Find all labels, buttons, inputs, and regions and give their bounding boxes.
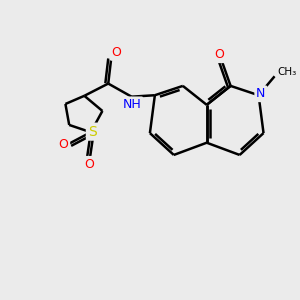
- Text: O: O: [214, 48, 224, 61]
- Text: O: O: [112, 46, 121, 59]
- Text: N: N: [256, 87, 266, 100]
- Text: CH₃: CH₃: [277, 67, 296, 77]
- Text: O: O: [58, 138, 68, 151]
- Text: O: O: [84, 158, 94, 171]
- Text: S: S: [88, 124, 97, 139]
- Text: NH: NH: [123, 98, 142, 111]
